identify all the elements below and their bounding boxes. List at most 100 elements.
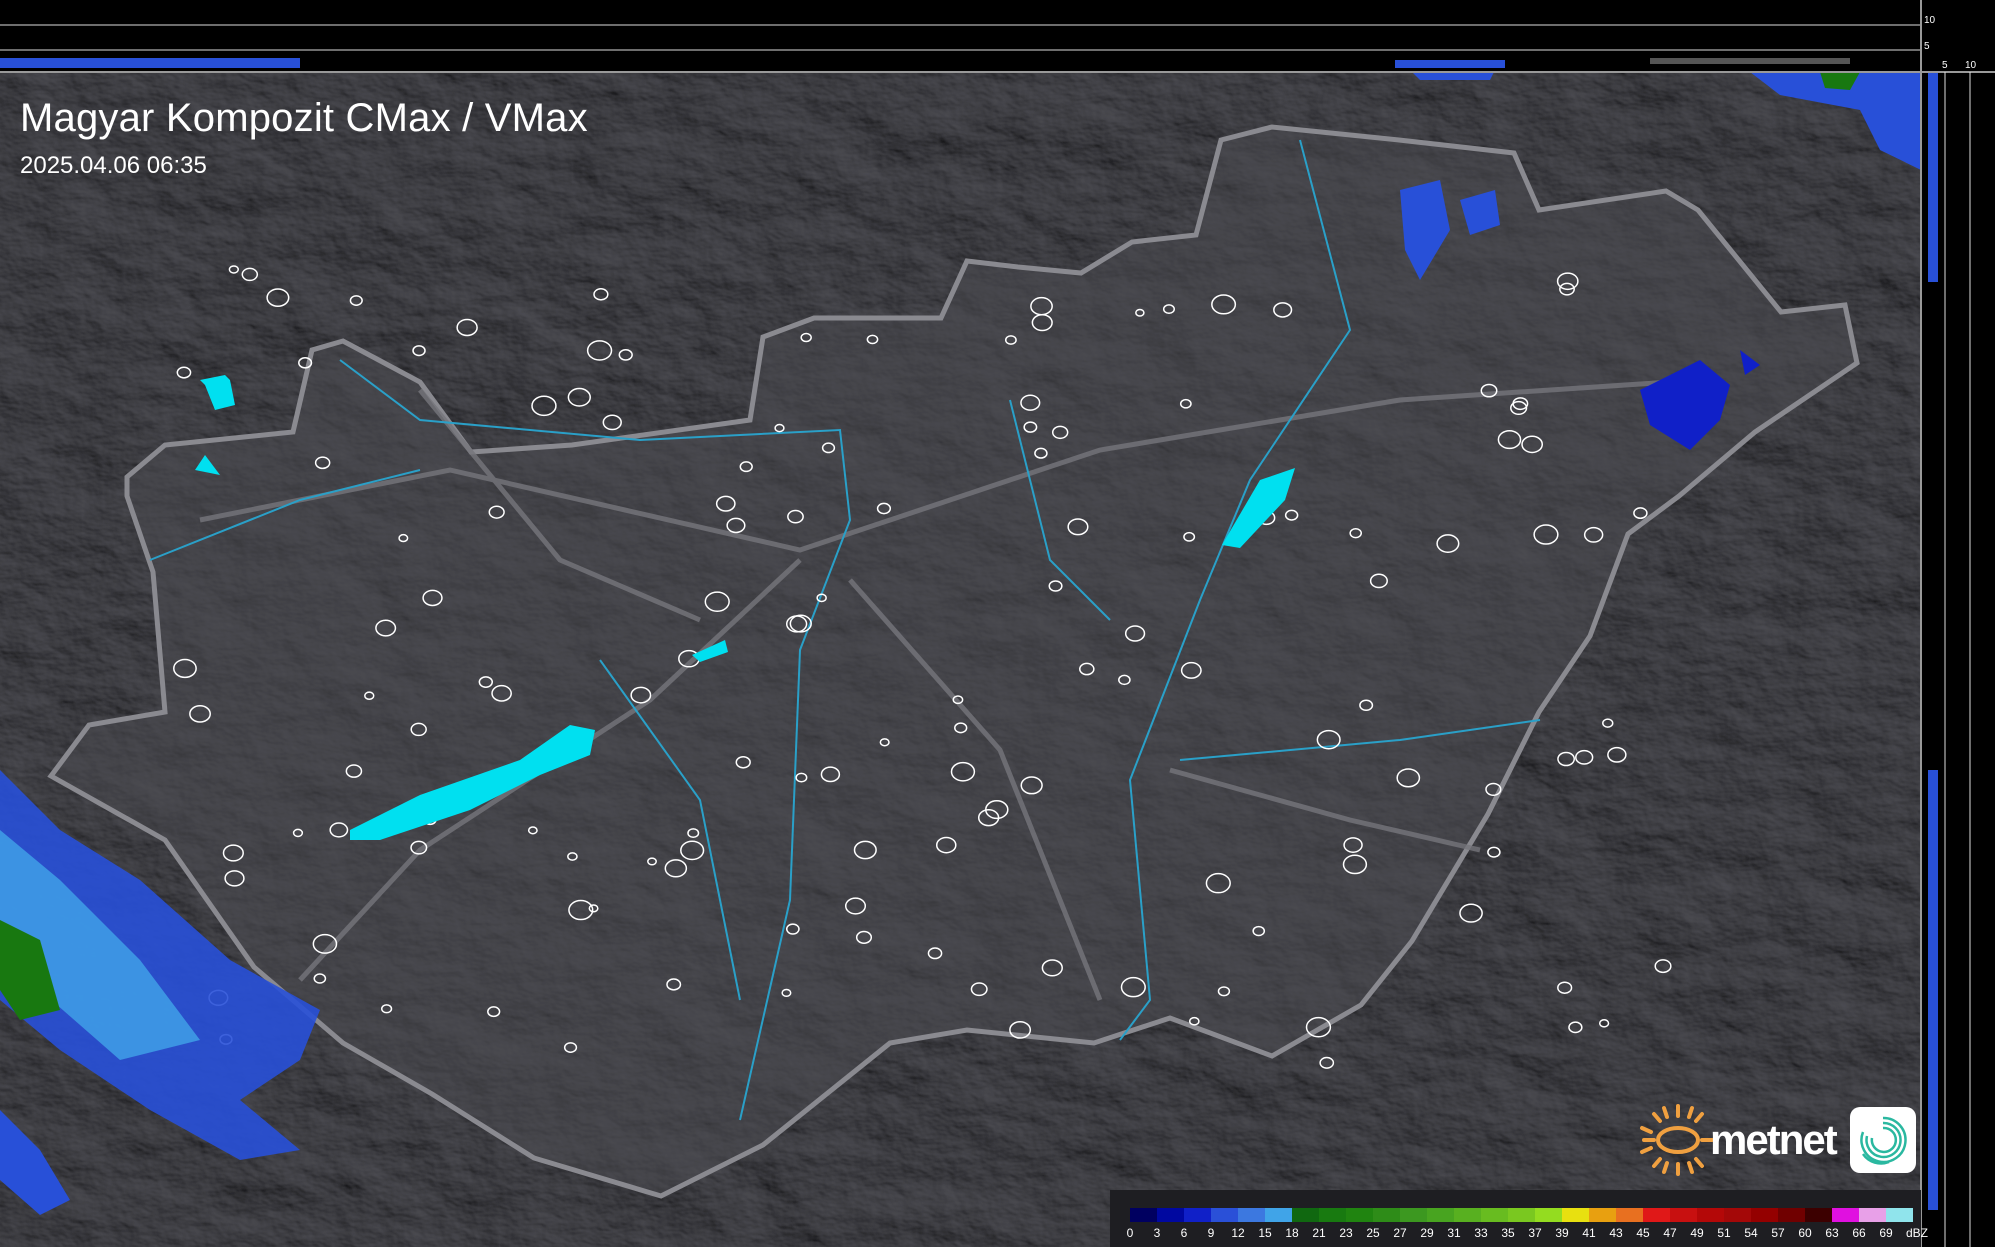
town-outline: [312, 933, 338, 954]
town-outline: [1598, 1019, 1610, 1028]
right-tick-label: 10: [1965, 60, 1977, 71]
color-bar-cell: [1616, 1208, 1643, 1222]
color-bar-cell: [1589, 1208, 1616, 1222]
town-outline: [398, 533, 409, 543]
town-outline: [879, 738, 890, 747]
town-outline: [189, 704, 211, 723]
legend-tick-label: 23: [1339, 1226, 1353, 1240]
town-outline: [954, 722, 968, 734]
town-outline: [1023, 421, 1038, 433]
town-outline: [1217, 986, 1231, 997]
town-outline: [1583, 526, 1604, 543]
town-outline: [726, 517, 746, 534]
town-outline: [329, 822, 349, 838]
town-outline: [789, 614, 812, 633]
town-outline: [314, 456, 331, 470]
town-outline: [1349, 527, 1363, 539]
legend-tick-label: 45: [1636, 1226, 1650, 1240]
town-outline: [375, 619, 397, 637]
town-outline: [1557, 981, 1573, 994]
town-outline: [1342, 854, 1368, 875]
sun-icon: [1640, 1104, 1714, 1176]
town-outline: [364, 691, 375, 701]
town-outline: [1034, 447, 1048, 459]
legend-tick-label: 63: [1825, 1226, 1839, 1240]
legend-tick-label: 60: [1798, 1226, 1812, 1240]
town-outline: [618, 348, 633, 361]
town-outline: [1205, 872, 1231, 894]
town-outline: [1020, 394, 1041, 411]
color-bar-cell: [1157, 1208, 1184, 1222]
town-outline: [1510, 400, 1528, 415]
town-outline: [715, 495, 736, 512]
town-outline: [593, 288, 609, 301]
legend-tick-label: 33: [1474, 1226, 1488, 1240]
town-outline: [935, 836, 957, 854]
town-outline: [984, 800, 1009, 820]
town-outline: [1487, 846, 1501, 858]
towns: [173, 265, 1672, 1069]
legend-tick-label: 41: [1582, 1226, 1596, 1240]
hungary-country-outline: [47, 124, 1860, 1199]
legend-tick-label: 21: [1312, 1226, 1326, 1240]
town-outline: [1041, 959, 1063, 977]
legend-tick-label: 57: [1771, 1226, 1785, 1240]
legend-tick-label: 25: [1366, 1226, 1380, 1240]
town-outline: [666, 978, 682, 991]
color-bar-cell: [1886, 1208, 1913, 1222]
town-outline: [380, 1004, 393, 1014]
town-outline: [222, 844, 244, 862]
town-outline: [1436, 534, 1460, 553]
town-outline: [224, 870, 245, 887]
town-outline: [1633, 507, 1648, 520]
town-outline: [1359, 699, 1374, 712]
brand-name: metnet: [1710, 1116, 1838, 1163]
town-outline: [1009, 1020, 1032, 1039]
town-outline: [1183, 531, 1196, 542]
color-bar-cell: [1319, 1208, 1346, 1222]
town-outline: [1118, 674, 1131, 686]
town-outline: [1480, 383, 1498, 398]
town-outline: [1559, 282, 1575, 296]
legend-unit: dBZ: [1905, 1226, 1929, 1240]
timestamp: 2025.04.06 06:35: [20, 152, 207, 179]
town-outline: [795, 772, 808, 783]
town-outline: [800, 332, 812, 343]
town-outline: [1557, 751, 1576, 767]
town-outline: [491, 684, 512, 702]
legend-tick-label: 39: [1555, 1226, 1569, 1240]
town-outline: [1575, 749, 1594, 765]
town-outline: [820, 766, 841, 783]
town-outline: [821, 442, 836, 454]
town-outline: [1079, 662, 1095, 676]
color-bar-cell: [1481, 1208, 1508, 1222]
color-bar-cell: [1427, 1208, 1454, 1222]
town-outline: [1252, 925, 1266, 937]
lake-tisza: [1222, 468, 1295, 548]
lake-velence: [692, 640, 728, 662]
town-outline: [1556, 272, 1579, 291]
town-outline: [531, 395, 557, 417]
town-outline: [1316, 729, 1341, 750]
color-bar-cell: [1643, 1208, 1670, 1222]
town-outline: [1305, 1016, 1332, 1038]
color-bar: [1130, 1208, 1913, 1222]
legend-tick-label: 43: [1609, 1226, 1623, 1240]
legend-tick-label: 0: [1126, 1226, 1134, 1240]
town-outline: [1180, 661, 1202, 679]
town-outline: [567, 387, 591, 407]
legend-tick-label: 49: [1690, 1226, 1704, 1240]
town-outline: [567, 852, 578, 861]
town-outline: [787, 509, 804, 524]
town-outline: [739, 461, 753, 473]
color-bar-cell: [1751, 1208, 1778, 1222]
town-outline: [487, 1006, 501, 1018]
color-bar-cell: [1832, 1208, 1859, 1222]
town-outline: [412, 345, 426, 357]
page-title: Magyar Kompozit CMax / VMax: [20, 96, 588, 140]
color-bar-cell: [1238, 1208, 1265, 1222]
color-bar-cell: [1535, 1208, 1562, 1222]
town-outline: [602, 414, 622, 431]
town-outline: [228, 265, 239, 274]
